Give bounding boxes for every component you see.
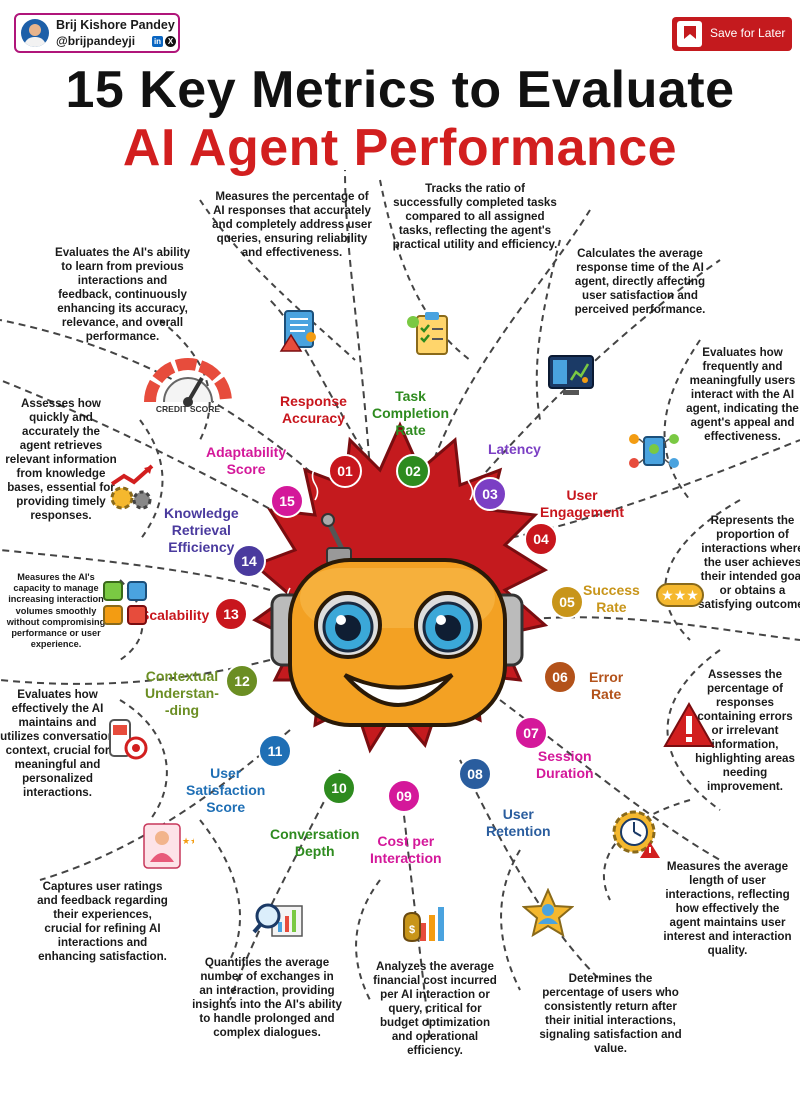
metric-02-description: Tracks the ratio of successfully complet… xyxy=(392,182,558,251)
money-chart-icon: $ xyxy=(398,895,450,952)
metric-11-label: User Satisfaction Score xyxy=(186,765,266,815)
metric-13-number-badge: 13 xyxy=(214,597,248,631)
svg-text:$: $ xyxy=(409,924,415,936)
gauge-caption: CREDIT SCORE xyxy=(155,404,221,414)
metric-11-description: Captures user ratings and feedback regar… xyxy=(37,880,168,963)
metric-01-description: Measures the percentage of AI responses … xyxy=(212,190,372,259)
user-star-icon xyxy=(521,887,575,945)
section-borders xyxy=(119,179,741,1001)
metric-15-label: Adaptability Score xyxy=(206,444,287,477)
robot-mascot-icon xyxy=(270,513,524,727)
metric-04-description: Evaluates how frequently and meaningfull… xyxy=(686,346,799,443)
metric-08-number-badge: 08 xyxy=(458,757,492,791)
phone-target-icon xyxy=(102,716,154,773)
metric-11-number-badge: 11 xyxy=(258,734,292,768)
metric-05-label: Success Rate xyxy=(583,582,640,615)
save-for-later-label: Save for Later xyxy=(710,26,786,40)
page-subtitle: AI Agent Performance xyxy=(122,119,678,177)
gear-clock-icon xyxy=(610,808,662,865)
bookmark-icon xyxy=(677,21,702,47)
author-name: Brij Kishore Pandey xyxy=(56,18,175,32)
metric-05-description: Represents the proportion of interaction… xyxy=(698,514,800,611)
metric-12-label: Contextual Understan- -ding xyxy=(145,668,219,718)
user-network-icon xyxy=(628,425,680,482)
metric-03-number-badge: 03 xyxy=(473,477,507,511)
svg-text:★★★: ★★★ xyxy=(182,836,194,846)
linkedin-icon[interactable]: in xyxy=(152,36,163,47)
x-icon[interactable]: X xyxy=(165,36,176,47)
metric-15-number-badge: 15 xyxy=(270,484,304,518)
metric-07-label: Session Duration xyxy=(536,748,594,781)
metric-01-label: Response Accuracy xyxy=(280,393,347,426)
review-person-icon: ★★★ xyxy=(142,822,206,879)
metric-06-description: Assesses the percentage of responses con… xyxy=(695,668,795,793)
metric-10-label: Conversation Depth xyxy=(270,826,360,859)
magnifier-chart-icon xyxy=(252,898,304,955)
metric-08-label: User Retention xyxy=(486,806,551,839)
svg-text:★★★: ★★★ xyxy=(661,587,699,603)
author-card[interactable]: Brij Kishore Pandey @brijpandeyji in X xyxy=(14,13,180,53)
credit-score-gauge-icon xyxy=(144,358,232,407)
metric-09-label: Cost per Interaction xyxy=(370,833,442,866)
metric-12-number-badge: 12 xyxy=(225,664,259,698)
metric-10-description: Quantifies the average number of exchang… xyxy=(192,956,342,1039)
author-handle: @brijpandeyji xyxy=(56,34,136,48)
avatar xyxy=(21,19,49,47)
document-warning-icon xyxy=(275,305,327,362)
metric-06-number-badge: 06 xyxy=(543,660,577,694)
network-puzzle-icon xyxy=(100,578,152,635)
metric-09-description: Analyzes the average financial cost incu… xyxy=(373,960,497,1057)
metric-10-number-badge: 10 xyxy=(322,771,356,805)
metric-07-number-badge: 07 xyxy=(514,716,548,750)
clipboard-checklist-icon xyxy=(405,308,457,365)
rating-stars-icon: ★★★ xyxy=(655,570,707,627)
warning-triangle-icon xyxy=(663,700,715,757)
metric-14-description: Assesses how quickly and accurately the … xyxy=(5,397,117,522)
metric-13-label: Scalability xyxy=(140,607,210,623)
metric-14-number-badge: 14 xyxy=(232,544,266,578)
metric-04-number-badge: 04 xyxy=(524,522,558,556)
metric-02-label: Task Completion Rate xyxy=(372,388,449,438)
metric-12-description: Evaluates how effectively the AI maintai… xyxy=(0,688,115,799)
page-title: 15 Key Metrics to Evaluate xyxy=(65,61,735,119)
metric-05-number-badge: 05 xyxy=(550,585,584,619)
metric-13-description: Measures the AI's capacity to manage inc… xyxy=(6,572,106,650)
metric-09-number-badge: 09 xyxy=(387,779,421,813)
metric-14-label: Knowledge Retrieval Efficiency xyxy=(164,505,239,555)
metric-07-description: Measures the average length of user inte… xyxy=(663,860,792,957)
metric-04-label: User Engagement xyxy=(540,487,625,520)
save-for-later-button[interactable]: Save for Later xyxy=(672,17,792,51)
metric-03-label: Latency xyxy=(488,441,541,457)
metric-02-number-badge: 02 xyxy=(396,454,430,488)
server-dashboard-icon xyxy=(545,350,597,407)
metric-15-description: Evaluates the AI's ability to learn from… xyxy=(54,246,191,343)
metric-01-number-badge: 01 xyxy=(328,454,362,488)
metric-08-description: Determines the percentage of users who c… xyxy=(539,972,682,1055)
growth-gears-icon xyxy=(108,462,160,519)
metric-03-description: Calculates the average response time of … xyxy=(574,247,706,316)
metric-06-label: Error Rate xyxy=(589,669,624,702)
